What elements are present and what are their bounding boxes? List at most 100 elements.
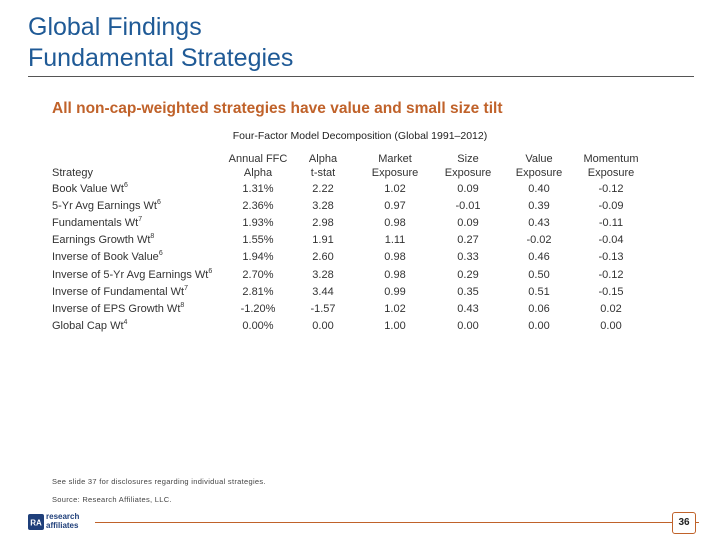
cell-momentum: -0.12 xyxy=(598,182,624,195)
table-header-row: Strategy Annual FFC Alpha Alpha t-stat M… xyxy=(52,153,647,180)
table-row: Inverse of Fundamental Wt7 2.81% 3.44 0.… xyxy=(52,283,647,300)
footnote-ref: 6 xyxy=(123,181,128,189)
footnote-ref: 8 xyxy=(150,233,155,241)
strategy-name-text: Inverse of 5-Yr Avg Earnings Wt xyxy=(52,268,209,281)
cell-market: 0.99 xyxy=(384,285,406,298)
strategy-name-text: Book Value Wt xyxy=(52,182,124,195)
cell-tstat: 3.28 xyxy=(312,268,334,281)
footnote-ref: 8 xyxy=(180,301,185,309)
slide-subtitle: All non-cap-weighted strategies have val… xyxy=(52,100,503,117)
cell-size: 0.35 xyxy=(457,285,479,298)
row-strategy-name: Inverse of Book Value6 xyxy=(52,249,227,266)
page-title-line2: Fundamental Strategies xyxy=(28,44,294,72)
table-row: Inverse of Book Value6 1.94% 2.60 0.98 0… xyxy=(52,249,647,266)
col-header-market-line2: Exposure xyxy=(371,166,419,179)
cell-momentum: 0.00 xyxy=(600,320,622,333)
col-header-momentum-line1: Momentum xyxy=(583,153,639,165)
strategy-name-text: Inverse of EPS Growth Wt xyxy=(52,302,181,315)
cell-momentum: -0.13 xyxy=(598,251,624,264)
cell-size: 0.09 xyxy=(457,182,479,195)
cell-market: 1.02 xyxy=(384,182,406,195)
col-header-strategy-line2: Strategy xyxy=(52,166,93,179)
cell-value: 0.06 xyxy=(528,302,550,315)
disclosure-footnote: See slide 37 for disclosures regarding i… xyxy=(52,477,266,486)
table-row: Fundamentals Wt7 1.93% 2.98 0.98 0.09 0.… xyxy=(52,214,647,231)
col-header-alpha-line2: Alpha xyxy=(243,166,273,179)
row-strategy-name: Inverse of Fundamental Wt7 xyxy=(52,283,227,300)
table-row: Global Cap Wt4 0.00% 0.00 1.00 0.00 0.00… xyxy=(52,318,647,335)
cell-size: 0.27 xyxy=(457,234,479,247)
footnote-ref: 6 xyxy=(208,267,213,275)
col-header-value: Value Exposure xyxy=(503,153,575,180)
cell-alpha: 1.94% xyxy=(242,251,274,264)
cell-value: -0.02 xyxy=(526,234,552,247)
cell-market: 0.97 xyxy=(384,199,406,212)
col-header-alpha: Annual FFC Alpha xyxy=(227,153,289,180)
logo-wordmark-line1: research xyxy=(46,512,80,521)
cell-tstat: 2.60 xyxy=(312,251,334,264)
strategy-name-text: Fundamentals Wt xyxy=(52,216,139,229)
cell-momentum: -0.04 xyxy=(598,234,624,247)
cell-momentum: -0.11 xyxy=(598,216,624,229)
row-strategy-name: Inverse of 5-Yr Avg Earnings Wt6 xyxy=(52,266,227,283)
cell-alpha: 1.93% xyxy=(242,216,274,229)
decomposition-table: Strategy Annual FFC Alpha Alpha t-stat M… xyxy=(52,153,647,335)
cell-market: 0.98 xyxy=(384,251,406,264)
cell-value: 0.00 xyxy=(528,320,550,333)
cell-tstat: 1.91 xyxy=(312,234,334,247)
row-strategy-name: Earnings Growth Wt8 xyxy=(52,232,227,249)
cell-alpha: 0.00% xyxy=(242,320,274,333)
footnote-ref: 7 xyxy=(184,284,188,292)
col-header-market-line1: Market xyxy=(378,153,412,165)
logo-mark-icon: RA xyxy=(28,514,44,530)
footnote-ref: 6 xyxy=(158,250,163,258)
strategy-name-text: Inverse of Fundamental Wt xyxy=(52,285,185,298)
footnote-ref: 6 xyxy=(156,198,161,206)
cell-alpha: -1.20% xyxy=(240,302,276,315)
research-affiliates-logo: RA research affiliates xyxy=(28,511,88,533)
cell-value: 0.43 xyxy=(528,216,550,229)
cell-size: 0.43 xyxy=(457,302,479,315)
col-header-tstat: Alpha t-stat xyxy=(289,153,357,180)
cell-value: 0.46 xyxy=(528,251,550,264)
cell-alpha: 2.81% xyxy=(242,285,274,298)
cell-size: 0.00 xyxy=(457,320,479,333)
title-divider xyxy=(28,76,694,77)
cell-size: 0.29 xyxy=(457,268,479,281)
cell-value: 0.40 xyxy=(528,182,550,195)
cell-value: 0.39 xyxy=(528,199,550,212)
cell-alpha: 1.55% xyxy=(242,234,274,247)
logo-wordmark-line2: affiliates xyxy=(46,521,79,530)
cell-tstat: 2.98 xyxy=(312,216,334,229)
cell-market: 1.02 xyxy=(384,302,406,315)
logo-wordmark: research affiliates xyxy=(46,512,79,530)
table-row: Inverse of EPS Growth Wt8 -1.20% -1.57 1… xyxy=(52,300,647,317)
col-header-value-line2: Exposure xyxy=(515,166,563,179)
col-header-market: Market Exposure xyxy=(357,153,433,180)
col-header-tstat-line2: t-stat xyxy=(310,166,336,179)
footer-divider xyxy=(95,522,699,523)
row-strategy-name: Fundamentals Wt7 xyxy=(52,214,227,231)
col-header-tstat-line1: Alpha xyxy=(308,153,338,165)
cell-market: 0.98 xyxy=(384,268,406,281)
cell-market: 1.00 xyxy=(384,320,406,333)
col-header-momentum-line2: Exposure xyxy=(587,166,635,179)
footnote-ref: 7 xyxy=(138,215,143,223)
table-row: 5-Yr Avg Earnings Wt6 2.36% 3.28 0.97 -0… xyxy=(52,197,647,214)
cell-tstat: 3.44 xyxy=(312,285,334,298)
table-row: Earnings Growth Wt8 1.55% 1.91 1.11 0.27… xyxy=(52,232,647,249)
cell-tstat: -1.57 xyxy=(310,302,336,315)
cell-size: -0.01 xyxy=(455,199,481,212)
cell-momentum: -0.15 xyxy=(598,285,624,298)
row-strategy-name: Book Value Wt6 xyxy=(52,180,227,197)
col-header-alpha-line1: Annual FFC xyxy=(228,153,288,165)
cell-alpha: 2.36% xyxy=(242,199,274,212)
col-header-momentum: Momentum Exposure xyxy=(575,153,647,180)
col-header-size-line1: Size xyxy=(457,153,479,165)
source-footnote: Source: Research Affiliates, LLC. xyxy=(52,495,172,504)
cell-market: 1.11 xyxy=(384,234,406,247)
strategy-name-text: Inverse of Book Value xyxy=(52,251,159,264)
cell-market: 0.98 xyxy=(384,216,406,229)
strategy-name-text: Earnings Growth Wt xyxy=(52,234,151,247)
col-header-size-line2: Exposure xyxy=(444,166,492,179)
